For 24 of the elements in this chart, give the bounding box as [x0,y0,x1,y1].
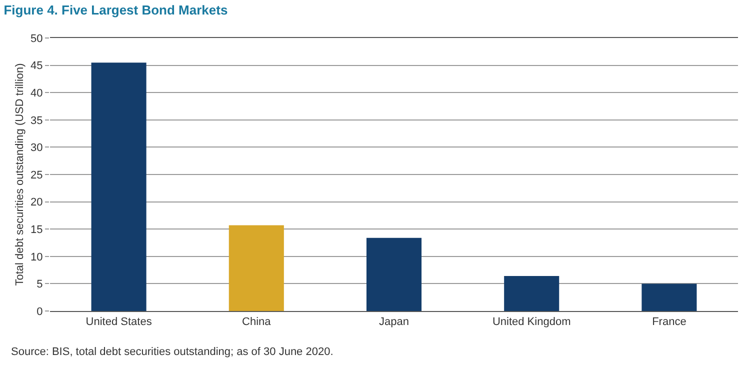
source-note: Source: BIS, total debt securities outstanding; as of 30 June 2020. [11,346,334,358]
y-tick-label: 50 [30,32,43,45]
y-tick-label: 35 [30,114,43,127]
y-tick-label: 5 [36,278,43,291]
chart-title: Figure 4. Five Largest Bond Markets [4,2,228,18]
x-tick-label: Japan [379,316,409,328]
bar [91,62,146,311]
bar [642,284,697,311]
x-tick-label: France [652,316,686,328]
bar [228,225,284,311]
x-tick-label: China [242,316,272,328]
y-tick-label: 10 [30,251,43,264]
y-tick-label: 0 [36,306,43,318]
x-tick-label: United States [86,316,152,328]
y-tick-label: 45 [30,60,43,72]
y-tick-label: 25 [30,169,43,182]
y-tick-label: 30 [30,142,43,154]
y-axis-title: Total debt securities outstanding (USD trillion) [14,63,26,286]
y-tick-label: 40 [30,87,43,100]
y-tick-label: 15 [30,224,43,236]
bar [366,238,422,311]
y-tick-label: 20 [30,196,43,209]
bar [504,276,560,311]
x-tick-label: United Kingdom [492,316,571,328]
